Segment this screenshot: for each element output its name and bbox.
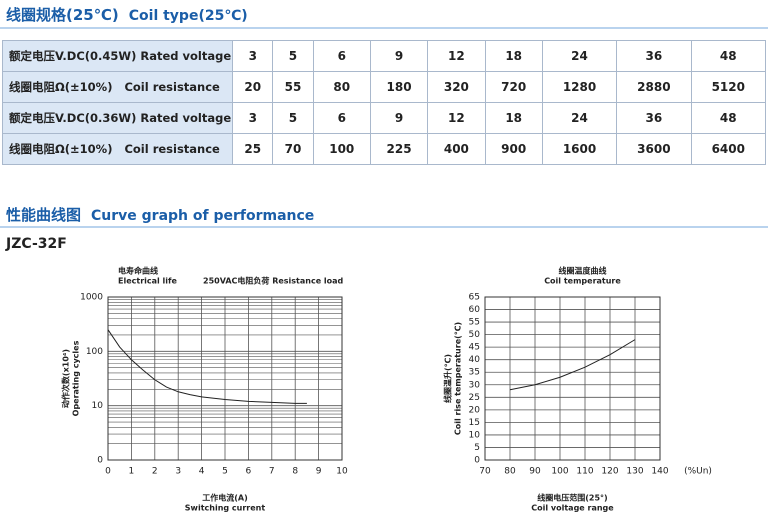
section-rule — [0, 226, 768, 228]
cell: 70 — [272, 133, 314, 165]
x-tick-label: 4 — [199, 467, 205, 477]
cell: 12 — [427, 40, 486, 72]
section-title-en: Curve graph of performance — [91, 208, 315, 224]
cell: 80 — [312, 71, 371, 103]
model: JZC-32F — [6, 236, 67, 252]
curve — [509, 339, 636, 391]
row-label: 额定电压V.DC(0.36W) Rated voltage — [1, 102, 234, 134]
y-tick-label: 20 — [469, 405, 481, 415]
cell: 18 — [484, 40, 543, 72]
header: 线圈规格(25℃) Coil type(25℃) — [6, 4, 248, 25]
x-tick-label: 90 — [529, 467, 541, 477]
y-axis-label-en: Coil rise temperature(℃) — [454, 322, 463, 435]
y-tick-label: 0 — [474, 456, 480, 466]
table-row: 额定电压V.DC(0.45W) Rated voltage 3 5 6 9 12 18 24 3… — [1, 40, 767, 72]
x-tick-label: 9 — [316, 467, 322, 477]
x-tick-label: 110 — [576, 467, 593, 477]
cell: 400 — [427, 133, 486, 165]
x-tick-label: 3 — [175, 467, 181, 477]
cell: 18 — [484, 102, 543, 134]
cell: 1280 — [541, 71, 618, 103]
header-rule — [0, 27, 768, 29]
x-tick-label: 10 — [336, 467, 348, 477]
cell: 24 — [541, 102, 618, 134]
row-label: 线圈电阻Ω(±10%) Coil resistance — [1, 133, 234, 165]
y-tick-label: 25 — [469, 393, 480, 403]
y-tick-label: 0 — [97, 456, 103, 466]
cell: 320 — [427, 71, 486, 103]
x-axis-label: 工作电流(A) — [202, 493, 248, 503]
y-axis-label: 线圈温升(℃) — [443, 354, 453, 403]
annotation: 250VAC电阻负荷 Resistance load — [203, 276, 344, 286]
cell: 225 — [369, 133, 429, 165]
x-tick-label: 6 — [246, 467, 252, 477]
header-title-cn: 线圈规格(25℃) — [6, 6, 119, 24]
y-tick-label: 5 — [474, 443, 480, 453]
curve — [107, 329, 307, 404]
cell: 1600 — [541, 133, 618, 165]
chart-subtitle: Coil temperature — [544, 277, 621, 286]
chart-title: 线圈温度曲线 — [559, 266, 607, 276]
chart-title: 电寿命曲线 — [118, 266, 158, 276]
x-tick-label: 130 — [626, 467, 643, 477]
y-tick-label: 40 — [469, 355, 481, 365]
row-label: 线圈电阻Ω(±10%) Coil resistance — [1, 71, 234, 103]
x-tick-label: 7 — [269, 467, 275, 477]
x-unit: (%Un) — [684, 467, 712, 477]
y-axis-label-en: Operating cycles — [72, 340, 81, 416]
x-axis-label: 线圈电压范围(25°) — [537, 493, 607, 503]
row-label: 额定电压V.DC(0.45W) Rated voltage — [1, 40, 234, 72]
y-tick-label: 60 — [469, 305, 481, 315]
cell: 6400 — [690, 133, 767, 165]
cell: 5120 — [690, 71, 767, 103]
table-row: 线圈电阻Ω(±10%) Coil resistance 20 55 80 180 320 7… — [1, 71, 767, 103]
cell: 3 — [232, 102, 274, 134]
cell: 5 — [272, 102, 314, 134]
x-tick-label: 140 — [651, 467, 668, 477]
y-tick-label: 15 — [469, 418, 480, 428]
y-axis-label: 动作次数(x10⁴) — [61, 349, 71, 408]
cell: 12 — [427, 102, 486, 134]
section-title-cn: 性能曲线图 — [6, 206, 82, 224]
cell: 48 — [690, 102, 767, 134]
x-tick-label: 0 — [105, 467, 111, 477]
coil-table: 额定电压V.DC(0.45W) Rated voltage 3 5 6 9 12 18 24 3… — [1, 40, 767, 165]
x-tick-label: 2 — [152, 467, 158, 477]
cell: 720 — [484, 71, 543, 103]
y-tick-label: 50 — [469, 330, 481, 340]
x-tick-label: 1 — [129, 467, 135, 477]
x-tick-label: 5 — [222, 467, 228, 477]
cell: 900 — [484, 133, 543, 165]
plot-frame — [107, 296, 343, 461]
chart-subtitle: Electrical life — [118, 277, 178, 286]
y-tick-label: 10 — [469, 430, 481, 440]
x-tick-label: 8 — [292, 467, 298, 477]
y-tick-label: 10 — [92, 401, 104, 411]
plot-frame — [484, 296, 661, 461]
header-title-en: Coil type(25℃) — [128, 8, 248, 24]
cell: 20 — [232, 71, 274, 103]
table-row: 线圈电阻Ω(±10%) Coil resistance 25 70 100 225 400… — [1, 133, 767, 165]
x-axis-label-en: Coil voltage range — [531, 504, 614, 513]
y-tick-label: 45 — [469, 343, 480, 353]
y-tick-label: 35 — [469, 368, 480, 378]
table-row: 额定电压V.DC(0.36W) Rated voltage 3 5 6 9 12 18 24 3… — [1, 102, 767, 134]
x-axis-label-en: Switching current — [185, 504, 266, 513]
y-tick-label: 55 — [469, 318, 480, 328]
cell: 180 — [369, 71, 429, 103]
y-tick-label: 100 — [86, 347, 103, 357]
y-tick-label: 30 — [469, 380, 481, 390]
section-header: 性能曲线图 Curve graph of performance — [6, 204, 314, 225]
y-tick-label: 1000 — [80, 293, 103, 303]
x-tick-label: 80 — [504, 467, 516, 477]
x-tick-label: 120 — [601, 467, 618, 477]
x-tick-label: 70 — [479, 467, 491, 477]
y-tick-label: 65 — [469, 293, 480, 303]
cell: 36 — [616, 102, 692, 134]
x-tick-label: 100 — [551, 467, 568, 477]
